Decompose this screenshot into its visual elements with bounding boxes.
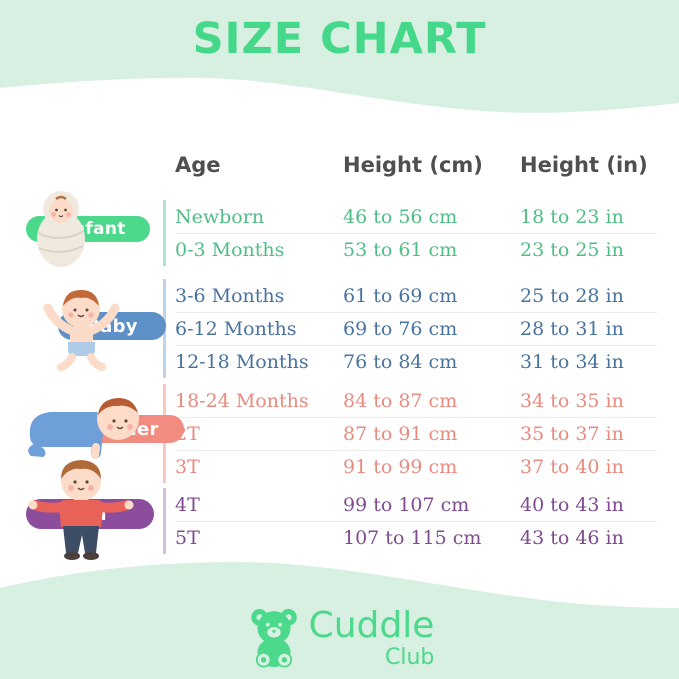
column-header-height-in: Height (in) <box>520 153 648 177</box>
table-header: Age Height (cm) Height (in) <box>175 148 657 182</box>
table-row: 3-6 Months 61 to 69 cm 25 to 28 in <box>175 279 657 312</box>
standing-boy-illustration <box>28 460 134 560</box>
cell-height-in: 43 to 46 in <box>520 527 624 549</box>
cell-height-cm: 76 to 84 cm <box>343 351 458 373</box>
bottom-wave-decoration <box>0 562 679 679</box>
table-row: 2T 87 to 91 cm 35 to 37 in <box>175 417 657 450</box>
group-rows-toddler: 18-24 Months 84 to 87 cm 34 to 35 in 2T … <box>163 384 657 483</box>
cell-height-cm: 107 to 115 cm <box>343 527 482 549</box>
cell-height-cm: 84 to 87 cm <box>343 389 458 412</box>
top-wave-decoration <box>0 0 679 113</box>
brand-name-secondary: Club <box>385 645 435 670</box>
cell-height-cm: 61 to 69 cm <box>343 284 458 307</box>
table-row: 6-12 Months 69 to 76 cm 28 to 31 in <box>175 312 657 345</box>
cell-age: 12-18 Months <box>175 351 309 373</box>
cell-height-in: 37 to 40 in <box>520 456 624 478</box>
brand-footer: Cuddle Club <box>0 604 679 670</box>
cell-height-in: 23 to 25 in <box>520 239 624 261</box>
cell-height-cm: 87 to 91 cm <box>343 423 458 445</box>
table-row: 5T 107 to 115 cm 43 to 46 in <box>175 521 657 554</box>
cell-age: 0-3 Months <box>175 239 285 261</box>
page-title: SIZE CHART <box>192 14 487 64</box>
cell-age: 2T <box>175 423 200 445</box>
cell-age: 3T <box>175 456 200 478</box>
cell-height-in: 25 to 28 in <box>520 284 624 307</box>
column-header-height-cm: Height (cm) <box>343 153 483 177</box>
crawling-toddler-illustration <box>28 398 139 459</box>
cell-height-in: 18 to 23 in <box>520 205 624 228</box>
cell-height-in: 40 to 43 in <box>520 493 624 516</box>
group-rows-infant: Newborn 46 to 56 cm 18 to 23 in 0-3 Mont… <box>163 200 657 266</box>
cell-age: 18-24 Months <box>175 389 309 412</box>
cell-height-in: 28 to 31 in <box>520 318 624 340</box>
cell-age: 6-12 Months <box>175 318 297 340</box>
baby-arms-up-illustration <box>43 290 120 371</box>
cell-age: 4T <box>175 493 200 516</box>
table-row: 18-24 Months 84 to 87 cm 34 to 35 in <box>175 384 657 417</box>
cell-height-in: 31 to 34 in <box>520 351 624 373</box>
brand-name-primary: Cuddle <box>308 605 435 646</box>
cell-age: 3-6 Months <box>175 284 285 307</box>
group-rows-baby: 3-6 Months 61 to 69 cm 25 to 28 in 6-12 … <box>163 279 657 378</box>
cell-height-cm: 99 to 107 cm <box>343 493 470 516</box>
table-row: Newborn 46 to 56 cm 18 to 23 in <box>175 200 657 233</box>
table-row: 3T 91 to 99 cm 37 to 40 in <box>175 450 657 483</box>
cell-height-cm: 53 to 61 cm <box>343 239 458 261</box>
cell-height-cm: 69 to 76 cm <box>343 318 458 340</box>
table-row: 4T 99 to 107 cm 40 to 43 in <box>175 488 657 521</box>
cell-height-in: 35 to 37 in <box>520 423 624 445</box>
table-row: 0-3 Months 53 to 61 cm 23 to 25 in <box>175 233 657 266</box>
column-header-age: Age <box>175 153 221 177</box>
brand-wordmark: Cuddle Club <box>309 608 435 669</box>
cell-age: Newborn <box>175 205 265 228</box>
swaddled-baby-illustration <box>37 191 85 267</box>
cell-height-cm: 46 to 56 cm <box>343 205 458 228</box>
cell-height-cm: 91 to 99 cm <box>343 456 458 478</box>
teddy-bear-icon <box>250 609 297 668</box>
table-row: 12-18 Months 76 to 84 cm 31 to 34 in <box>175 345 657 378</box>
group-rows-kid: 4T 99 to 107 cm 40 to 43 in 5T 107 to 11… <box>163 488 657 554</box>
cell-age: 5T <box>175 527 200 549</box>
cell-height-in: 34 to 35 in <box>520 389 624 412</box>
